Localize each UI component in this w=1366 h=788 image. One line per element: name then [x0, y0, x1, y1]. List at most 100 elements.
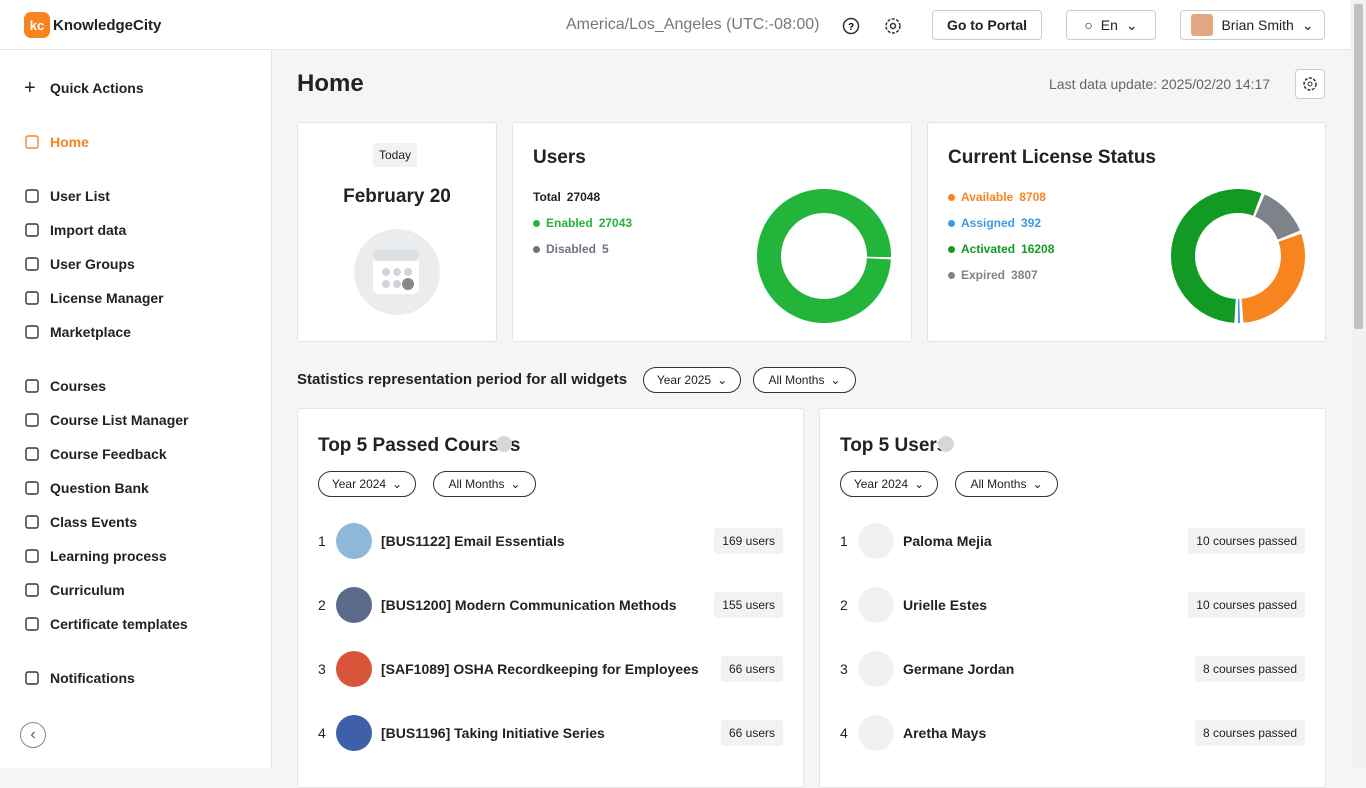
legend-label: Activated	[961, 242, 1015, 256]
collapse-button[interactable]: ‹	[20, 722, 46, 748]
nav-icon	[24, 378, 40, 394]
rank: 3	[318, 661, 336, 677]
language-select[interactable]: ○En⌄	[1066, 10, 1156, 40]
row-name: Germane Jordan	[903, 661, 1014, 677]
total-label: Total	[533, 190, 561, 204]
nav-item[interactable]: User List	[24, 186, 110, 206]
panel-title: Top 5 Passed Courses	[318, 435, 520, 457]
nav-item[interactable]: License Manager	[24, 288, 164, 308]
legend-label: Expired	[961, 268, 1005, 282]
legend-dot	[533, 246, 540, 253]
row-count: 66 users	[721, 656, 783, 682]
nav-item[interactable]: Notifications	[24, 668, 135, 688]
settings-icon[interactable]	[883, 16, 903, 36]
svg-text:?: ?	[848, 22, 854, 33]
avatar	[858, 523, 894, 559]
icon-shape	[26, 584, 38, 596]
nav-item[interactable]: Class Events	[24, 512, 137, 532]
avatar	[858, 715, 894, 751]
nav-icon	[24, 480, 40, 496]
legend-dot	[948, 246, 955, 253]
legend-label: Assigned	[961, 216, 1015, 230]
nav-item[interactable]: Home	[24, 132, 89, 152]
filter-pill[interactable]: All Months⌄	[433, 471, 536, 497]
icon-shape	[26, 414, 38, 426]
page-title: Home	[297, 70, 364, 98]
rank: 1	[840, 533, 858, 549]
license-title: Current License Status	[948, 147, 1156, 169]
chevron: ⌄	[914, 477, 924, 491]
filter-pill[interactable]: Year 2024 ⌄	[318, 471, 416, 497]
legend-value: 16208	[1021, 242, 1054, 256]
timezone: America/Los_Angeles (UTC:-08:00)	[566, 16, 819, 34]
donut-segment	[1183, 201, 1257, 311]
nav-item[interactable]: Courses	[24, 376, 106, 396]
nav-icon	[24, 548, 40, 564]
nav-item[interactable]: Curriculum	[24, 580, 125, 600]
license-donut	[1163, 181, 1313, 331]
filter-pill[interactable]: Year 2024⌄	[840, 471, 938, 497]
users-total: Total 27048	[533, 190, 600, 204]
portal-button[interactable]: Go to Portal	[932, 10, 1042, 40]
row-count: 66 users	[721, 720, 783, 746]
donut-segment	[1260, 206, 1289, 235]
nav-icon	[24, 188, 40, 204]
avatar	[336, 651, 372, 687]
chevron: ⌄	[510, 477, 520, 491]
nav-label: Certificate templates	[50, 616, 188, 632]
nav-item[interactable]: Question Bank	[24, 478, 149, 498]
calendar-icon	[353, 228, 441, 316]
row-count: 8 courses passed	[1195, 720, 1305, 746]
chevron: ⌄	[392, 477, 402, 491]
users-title: Users	[533, 147, 586, 169]
nav-label: Learning process	[50, 548, 167, 564]
help-icon[interactable]: ?	[841, 16, 861, 36]
rank: 3	[840, 661, 858, 677]
nav-icon	[24, 134, 40, 150]
legend-dot	[948, 194, 955, 201]
nav-item[interactable]: Learning process	[24, 546, 167, 566]
legend-value: 27043	[599, 216, 632, 230]
period-months[interactable]: All Months⌄	[753, 367, 856, 393]
logo[interactable]: KnowledgeCity	[53, 17, 161, 34]
nav-icon	[24, 582, 40, 598]
nav-icon	[24, 290, 40, 306]
help-badge	[496, 436, 512, 452]
nav-item[interactable]: Course List Manager	[24, 410, 188, 430]
user-name: Brian Smith	[1221, 17, 1293, 33]
legend-item: Activated 16208	[948, 242, 1054, 256]
total-value: 27048	[567, 190, 600, 204]
language: En	[1101, 17, 1118, 33]
nav-item[interactable]: Import data	[24, 220, 126, 240]
nav-icon	[24, 222, 40, 238]
sidebar: +Quick Actions ‹ Home User List Import dat…	[0, 50, 272, 768]
legend-value: 8708	[1019, 190, 1046, 204]
filter-pill[interactable]: All Months⌄	[955, 471, 1058, 497]
period-year[interactable]: Year 2025⌄	[643, 367, 741, 393]
user-menu[interactable]: Brian Smith⌄	[1180, 10, 1325, 40]
rank: 4	[318, 725, 336, 741]
nav-item[interactable]: Course Feedback	[24, 444, 167, 464]
nav-item[interactable]: User Groups	[24, 254, 135, 274]
quick-actions-label: Quick Actions	[50, 80, 144, 96]
nav-icon	[24, 514, 40, 530]
help-badge	[938, 436, 954, 452]
logo-mark[interactable]: kc	[24, 12, 50, 38]
quick-actions[interactable]: +Quick Actions	[24, 78, 144, 98]
icon-shape	[26, 672, 38, 684]
widget-settings[interactable]	[1295, 69, 1325, 99]
avatar	[336, 715, 372, 751]
nav-item[interactable]: Marketplace	[24, 322, 131, 342]
rank: 2	[318, 597, 336, 613]
nav-item[interactable]: Certificate templates	[24, 614, 188, 634]
panel-title: Top 5 Users	[840, 435, 947, 457]
pill-text: Year 2024	[332, 477, 386, 491]
